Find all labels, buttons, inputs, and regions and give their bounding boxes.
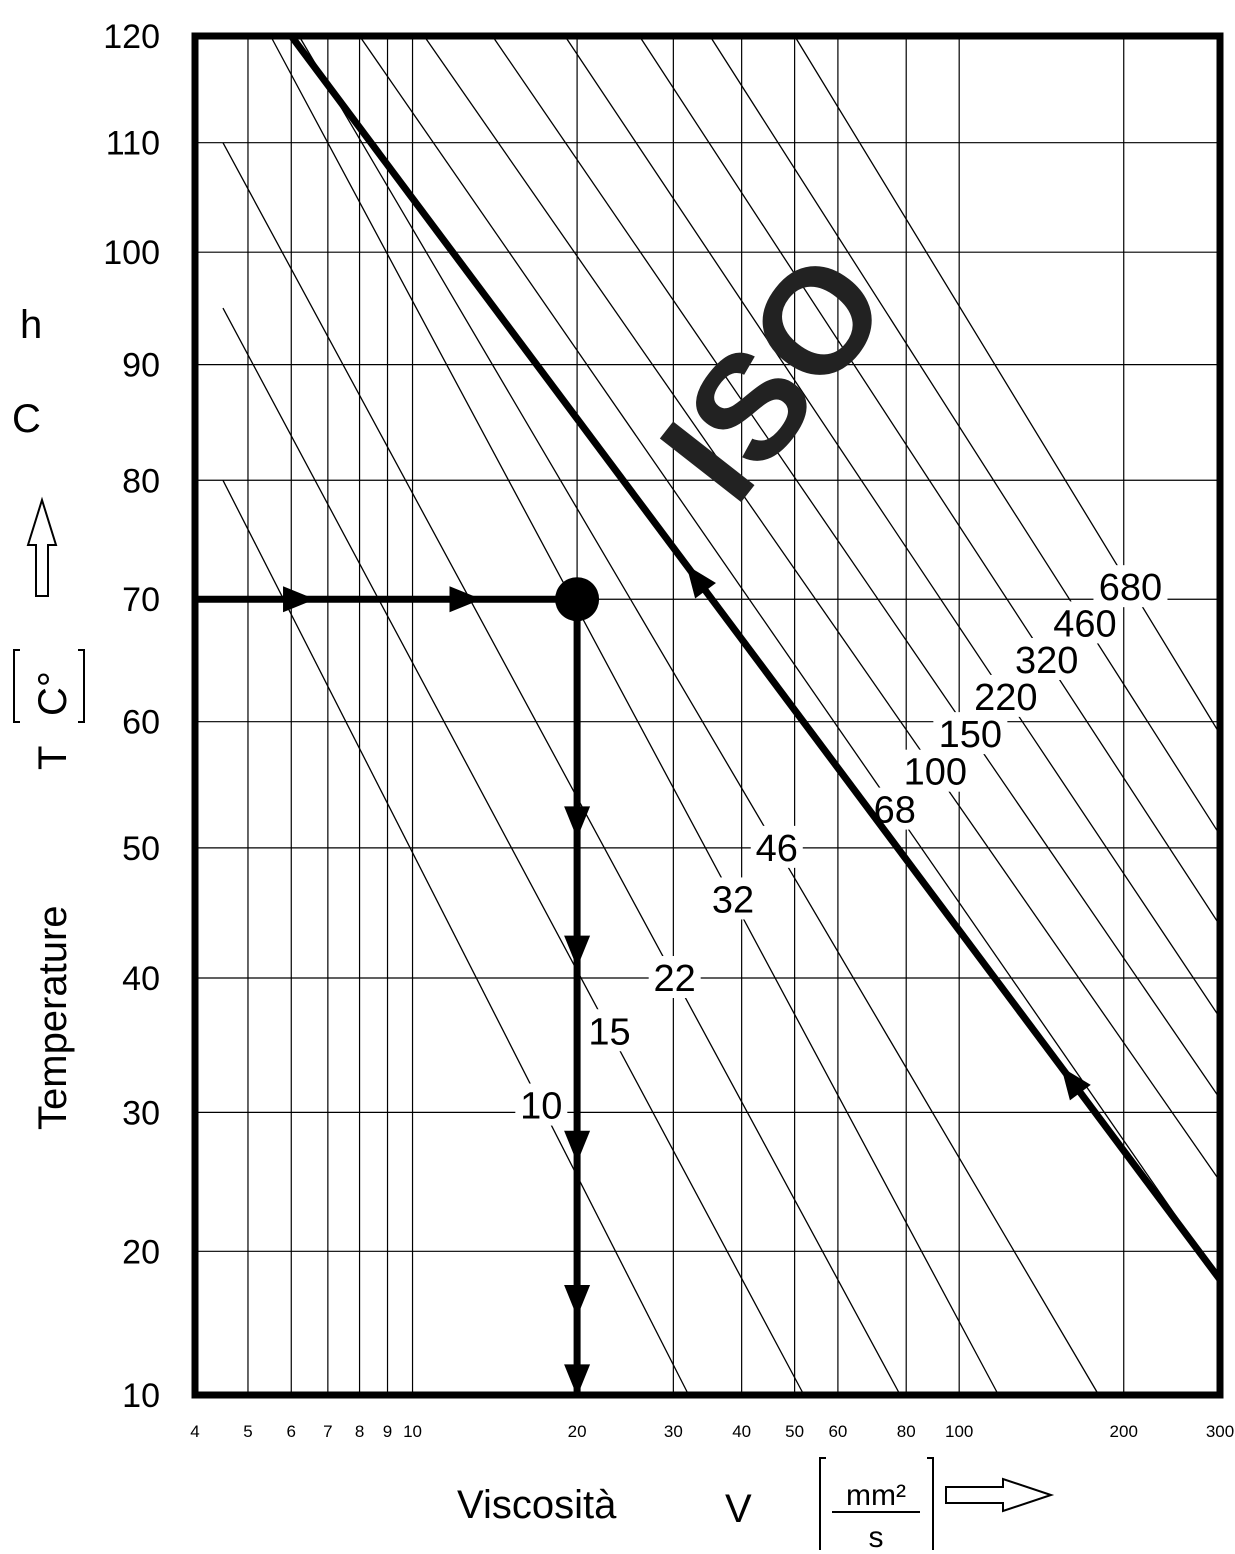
- iso-line-100: [423, 35, 1221, 1182]
- iso-line-10: [222, 479, 690, 1396]
- iso-label-bg: [933, 712, 1008, 755]
- iso-label: 150: [939, 714, 1002, 756]
- iso-label: 15: [588, 1011, 630, 1053]
- x-unit-bracket: [819, 1457, 934, 1550]
- y-tick-labels: 10 20 30 40 50 60 70 80 90 100 110 120: [103, 18, 160, 1415]
- y-symbol-group: T: [31, 746, 75, 770]
- iso-label-bg: [707, 877, 760, 920]
- x-axis-symbol: V: [725, 1487, 752, 1531]
- arrow-down-icon: [564, 806, 591, 839]
- y-tick-label: 50: [122, 830, 160, 868]
- arrow-down-icon: [564, 1130, 591, 1163]
- iso-line-46: [298, 35, 1100, 1396]
- iso-label: 320: [1015, 640, 1078, 682]
- y-axis-label: Temperature: [31, 905, 75, 1130]
- iso-label-bg: [648, 956, 701, 999]
- x-tick-label: 7: [323, 1422, 332, 1441]
- y-tick-label: 30: [122, 1094, 160, 1132]
- iso-line-150: [491, 35, 1221, 1100]
- iso-line-220: [564, 35, 1221, 1019]
- iso-label-bg: [898, 749, 973, 792]
- x-tick-label: 6: [287, 1422, 296, 1441]
- y-tick-label: 110: [106, 125, 160, 163]
- y-tick-label: 90: [122, 347, 160, 385]
- x-tick-label: 8: [355, 1422, 364, 1441]
- x-tick-label: 10: [403, 1422, 422, 1441]
- iso-label: 680: [1099, 567, 1162, 609]
- iso-line-680: [794, 35, 1221, 735]
- example-path: [195, 33, 1223, 1397]
- iso-label-bg: [1009, 637, 1084, 680]
- x-tick-label: 30: [664, 1422, 683, 1441]
- x-unit-numerator: mm²: [846, 1479, 906, 1512]
- right-arrow-icon: [945, 1477, 1055, 1513]
- side-letter-c: C: [12, 397, 41, 441]
- iso-label-bg: [515, 1083, 568, 1126]
- y-tick-label: 120: [103, 18, 160, 56]
- y-axis-symbol: T: [31, 746, 75, 770]
- x-axis-label: Viscosità: [457, 1483, 617, 1527]
- x-tick-label: 300: [1206, 1422, 1234, 1441]
- y-tick-label: 60: [122, 704, 160, 742]
- plot-frame: [191, 32, 1224, 1399]
- y-tick-label: 20: [122, 1233, 160, 1271]
- y-unit-bracket: [13, 649, 85, 723]
- iso-line-320: [638, 35, 1221, 926]
- iso-label: 10: [520, 1086, 562, 1128]
- arrow-down-icon: [564, 1364, 591, 1397]
- up-arrow-icon: [26, 496, 58, 597]
- y-axis-label-group: Temperature: [31, 905, 75, 1130]
- iso-line-32: [270, 35, 1000, 1396]
- horizontal-gridlines: [195, 35, 1220, 1396]
- arrow-down-icon: [564, 935, 591, 968]
- x-tick-label: 200: [1110, 1422, 1138, 1441]
- iso-line-460: [709, 35, 1221, 836]
- x-unit-denominator: s: [869, 1521, 884, 1554]
- arrow-right-icon: [283, 586, 316, 613]
- iso-label: 100: [904, 752, 967, 794]
- x-tick-labels: 4 5 6 7 8 9 10 20 30 40 50 60 80 100 200 300: [190, 1422, 1234, 1441]
- y-axis-unit: C°: [31, 671, 75, 716]
- iso-label: 32: [712, 879, 754, 921]
- vertical-gridlines: [194, 36, 1221, 1395]
- iso-label-bg: [1047, 601, 1122, 644]
- x-tick-label: 20: [568, 1422, 587, 1441]
- x-tick-label: 50: [785, 1422, 804, 1441]
- y-tick-label: 80: [122, 462, 160, 500]
- iso-label-bg: [750, 825, 803, 868]
- example-point: [555, 577, 600, 622]
- y-tick-label: 40: [122, 960, 160, 998]
- iso-label: 460: [1053, 603, 1116, 645]
- x-tick-label: 100: [945, 1422, 973, 1441]
- iso-label-bg: [1093, 565, 1168, 608]
- iso-label: 220: [974, 677, 1037, 719]
- iso-line-15: [222, 307, 805, 1396]
- y-tick-label: 10: [122, 1377, 160, 1415]
- arrow-up-left-icon: [1061, 1066, 1091, 1101]
- iso-watermark: ISO: [628, 223, 919, 530]
- x-tick-label: 60: [828, 1422, 847, 1441]
- x-tick-label: 9: [383, 1422, 392, 1441]
- arrow-right-icon: [449, 586, 482, 613]
- x-tick-label: 4: [190, 1422, 199, 1441]
- x-tick-label: 40: [732, 1422, 751, 1441]
- x-tick-label: 80: [897, 1422, 916, 1441]
- side-letter-h: h: [20, 303, 42, 347]
- arrow-up-left-icon: [686, 565, 716, 599]
- iso-line-22: [222, 142, 901, 1396]
- y-tick-label: 70: [122, 581, 160, 619]
- y-unit-group: C°: [31, 671, 75, 716]
- iso-grade-lines: [222, 35, 1221, 1396]
- iso-label: 46: [756, 828, 798, 870]
- x-tick-label: 5: [243, 1422, 252, 1441]
- iso-label-bg: [968, 674, 1043, 717]
- y-tick-label: 100: [103, 234, 160, 272]
- arrow-down-icon: [564, 1285, 591, 1318]
- iso-line-68: [359, 35, 1221, 1281]
- iso-label: 22: [654, 958, 696, 1000]
- iso-label-bg: [583, 1009, 636, 1052]
